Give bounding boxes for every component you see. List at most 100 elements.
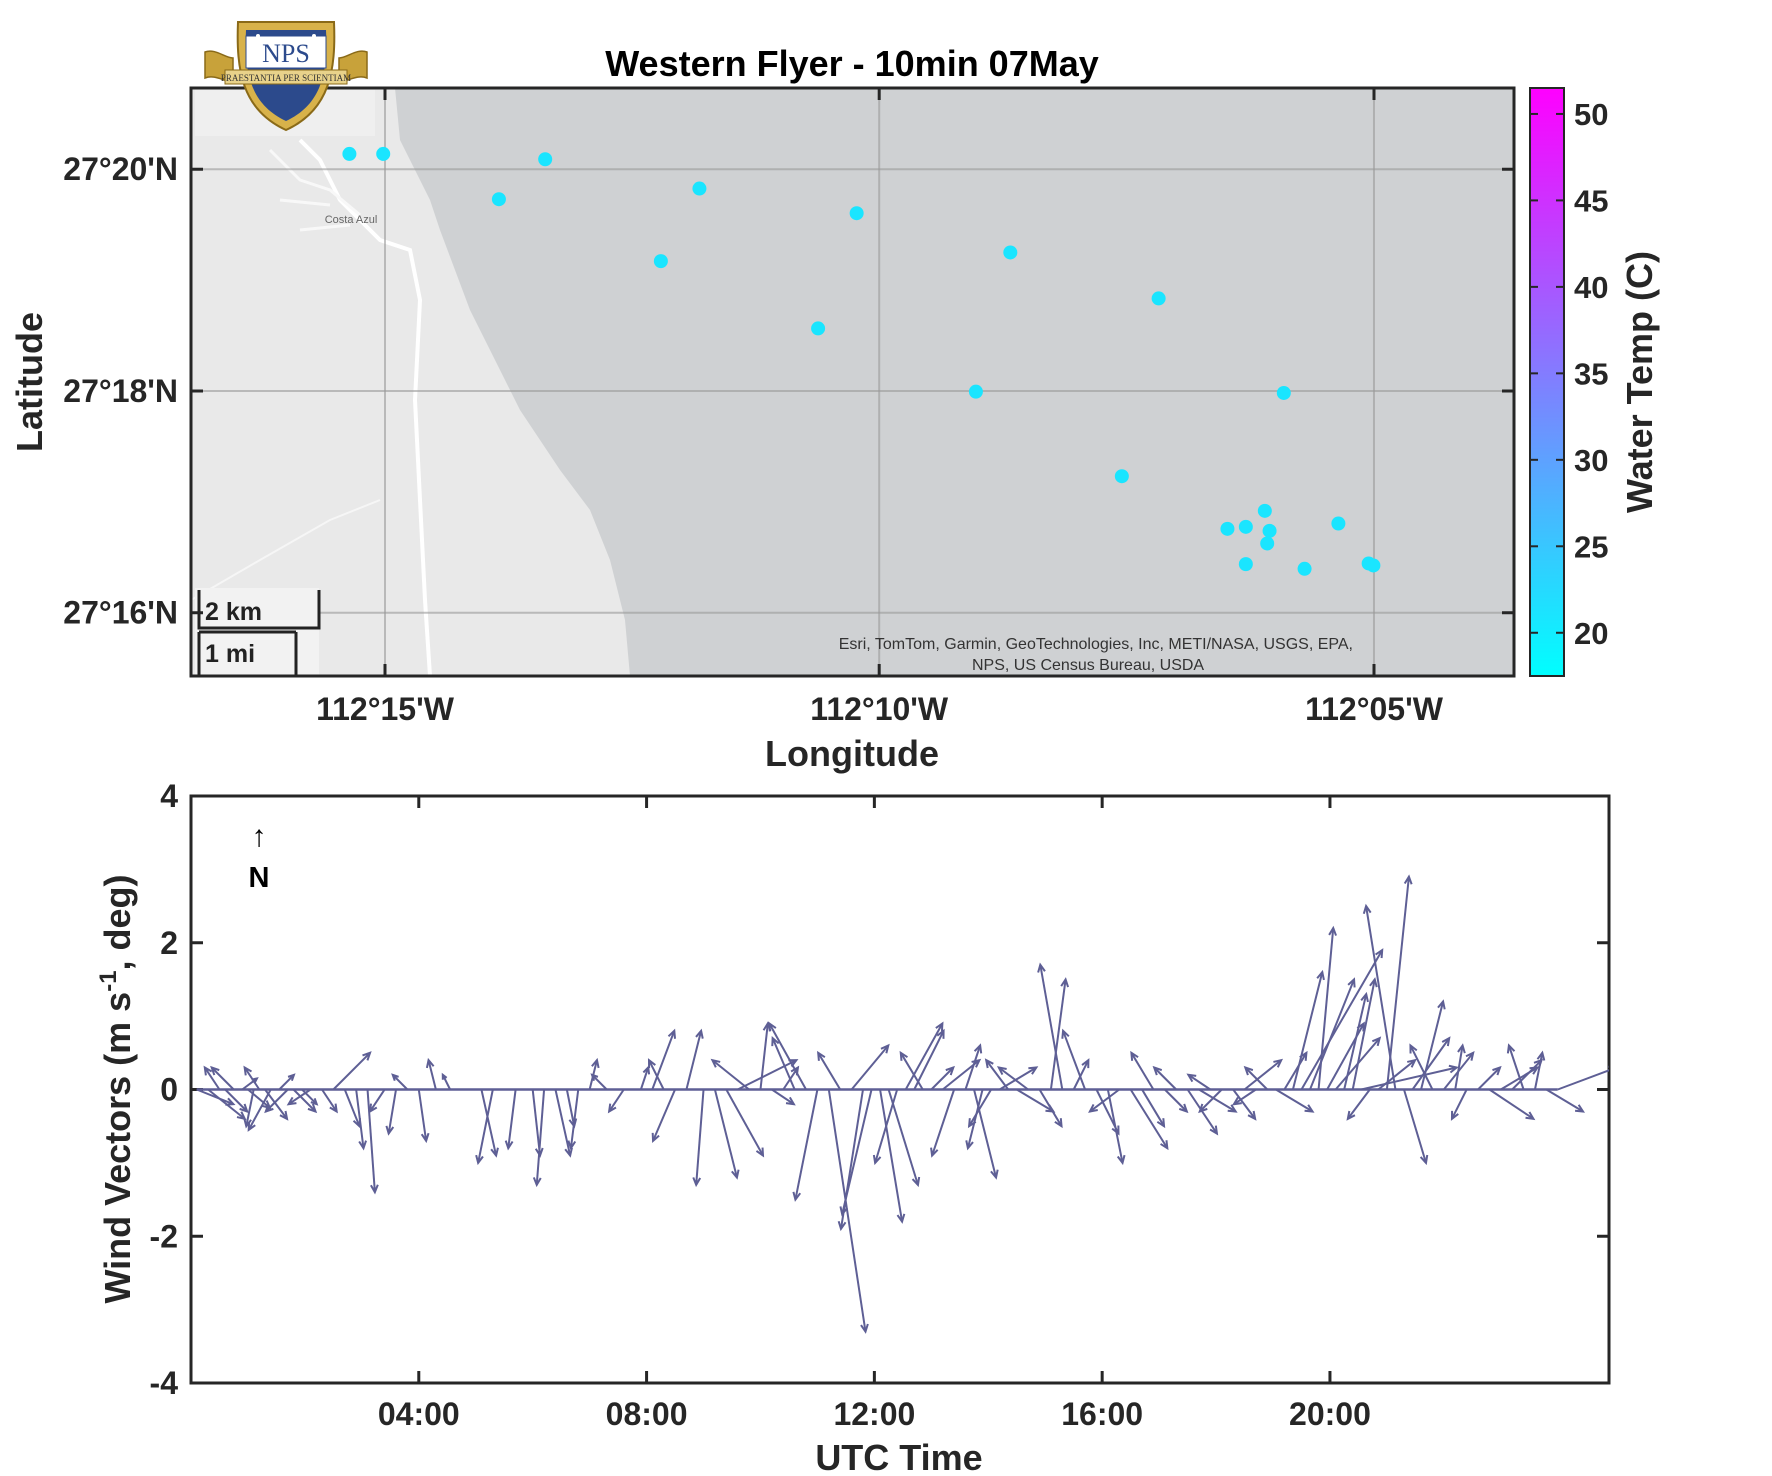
wind-vector-head (532, 1177, 542, 1188)
wind-vector-shaft (241, 1077, 258, 1091)
wind-vector (531, 1089, 544, 1158)
wind-vector-head (1536, 1050, 1546, 1061)
wind-vector-shaft (265, 1088, 289, 1113)
wind-vector-shaft (1106, 1089, 1124, 1164)
wind-vector-head (860, 1323, 869, 1334)
track-point (1151, 291, 1166, 306)
wind-vector (243, 1065, 261, 1091)
wind-vector-shaft (427, 1059, 437, 1090)
wind-vector (973, 1089, 999, 1180)
wind-vector-shaft (685, 1030, 703, 1090)
wind-vector-shaft (1164, 1088, 1188, 1113)
nps-logo: NPS PRAESTANTIA PER SCIENTIAM (204, 21, 368, 132)
wind-vector-shaft (301, 1088, 318, 1105)
wind-vector-head (936, 1028, 945, 1039)
wind-vector-head (1419, 1154, 1429, 1166)
wind-vector (1141, 1088, 1166, 1129)
wind-vector-shaft (1016, 1088, 1054, 1113)
wind-vector-head (984, 1058, 994, 1069)
wind-vector (247, 1089, 272, 1132)
wind-vector (1232, 1088, 1257, 1121)
wind-vector-head (1506, 1043, 1516, 1054)
wind-vector-shaft (1072, 1059, 1090, 1090)
logo-text-panel (245, 35, 327, 69)
wind-vector (607, 1088, 625, 1114)
wind-vector-head (837, 1220, 847, 1232)
wind-vector-shaft (1291, 971, 1324, 1090)
wind-vector (839, 1089, 873, 1217)
wind-vector-shaft (771, 1088, 795, 1106)
wind-vector (554, 1089, 573, 1158)
wind-vector-shaft (1089, 1088, 1120, 1113)
wind-vector (1243, 1065, 1269, 1091)
wind-vector-head (358, 1140, 367, 1151)
wind-xtick-label: 12:00 (833, 1396, 915, 1432)
wind-ytick-label: 2 (160, 925, 178, 961)
colorbar-tick-label: 25 (1574, 529, 1608, 564)
wind-vector-shaft (245, 1089, 255, 1127)
wind-vector (321, 1088, 338, 1114)
track-point (1238, 519, 1253, 534)
wind-vector (224, 1088, 249, 1114)
wind-vector-head (1061, 1028, 1070, 1039)
wind-vector-shaft (608, 1088, 625, 1113)
wind-vector-shaft (652, 1089, 676, 1142)
logo-star (312, 34, 316, 38)
wind-vector-head (731, 1169, 740, 1180)
wind-vector-head (425, 1057, 435, 1069)
basemap (191, 88, 1514, 676)
wind-vector-shaft (1361, 1066, 1457, 1091)
scale-bar-mi (197, 630, 298, 676)
wind-vector-head (287, 1073, 296, 1082)
wind-vector (1454, 1043, 1466, 1090)
wind-vector-shaft (1409, 1045, 1434, 1090)
wind-vector-head (996, 1066, 1007, 1076)
map-ytick-label: 27°18'N (63, 373, 178, 409)
wind-vector-shaft (973, 1089, 998, 1178)
wind-vector-head (1347, 977, 1356, 988)
wind-vector-head (1088, 1103, 1098, 1113)
wind-vector-head (264, 1103, 274, 1114)
wind-vector-shaft (904, 1022, 944, 1090)
wind-vector-head (243, 1065, 253, 1076)
scale-label-mi: 1 mi (205, 640, 255, 668)
wind-vector (964, 1043, 983, 1090)
wind-vector (1164, 1088, 1189, 1114)
wind-vector (1106, 1089, 1126, 1166)
wind-vector (965, 1089, 984, 1151)
wind-vector-head (755, 1147, 765, 1158)
wind-vector-head (1130, 1050, 1139, 1061)
wind-vector-shaft (1243, 1059, 1282, 1091)
wind-vector-shaft (966, 1089, 984, 1149)
wind-vector (1377, 1058, 1417, 1091)
wind-vector-shaft (1233, 1088, 1257, 1106)
wind-vector-shaft (1141, 1088, 1165, 1127)
wind-vector (713, 1089, 740, 1180)
wind-vector-shaft (695, 1089, 705, 1185)
wind-vector-head (1116, 1154, 1126, 1166)
wind-vector (425, 1057, 437, 1090)
track-point (653, 254, 668, 269)
wind-vector-shaft (554, 1089, 572, 1156)
wind-vector-head (1209, 1125, 1219, 1136)
wind-vector (817, 1050, 842, 1091)
north-label: N (249, 862, 270, 894)
wind-vector (332, 1051, 372, 1091)
wind-vector-head (1227, 1104, 1238, 1113)
wind-vector-shaft (827, 1089, 867, 1332)
wind-vector (1152, 1065, 1177, 1091)
wind-vector (567, 1089, 580, 1151)
wind-vector-shaft (417, 1089, 428, 1142)
map-attribution-line2: NPS, US Census Bureau, USDA (972, 657, 1204, 674)
colorbar-tick-label: 45 (1574, 183, 1608, 218)
wind-vector-shaft (1317, 927, 1335, 1090)
wind-vector (532, 1089, 546, 1188)
wind-vector (996, 1066, 1029, 1091)
wind-vector-head (1304, 1104, 1315, 1113)
track-point (376, 146, 391, 161)
wind-vector-shaft (1477, 1066, 1501, 1091)
wind-vector-head (564, 1147, 573, 1158)
track-point (1238, 557, 1253, 572)
wind-vector-shaft (332, 1052, 371, 1091)
wind-vector-head (279, 1110, 289, 1121)
